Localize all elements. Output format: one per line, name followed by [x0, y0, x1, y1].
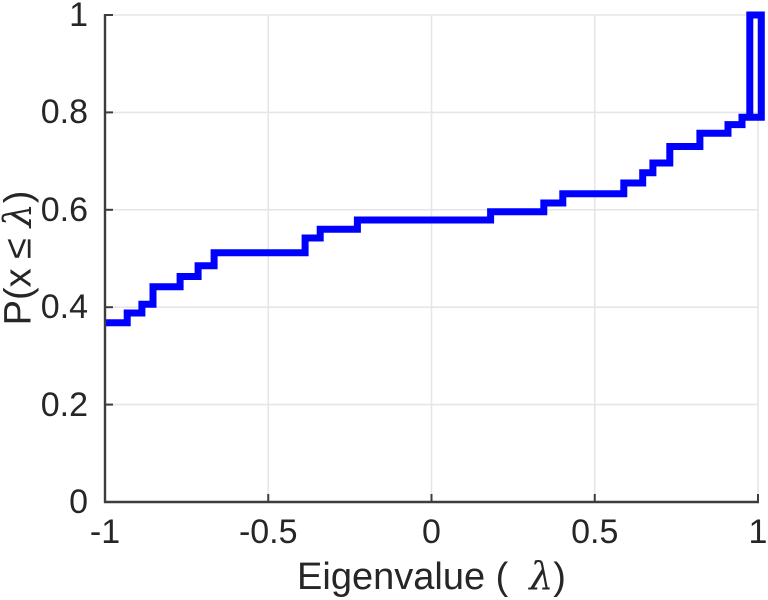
x-tick-label: 0 — [422, 513, 441, 551]
x-tick-label: 0.5 — [571, 513, 619, 551]
y-axis-label-close: ) — [0, 190, 40, 204]
x-axis-label-close: ) — [553, 556, 566, 598]
x-tick-label: 1 — [748, 513, 768, 551]
y-tick-label: 0 — [69, 483, 88, 521]
x-tick-label: -1 — [89, 513, 121, 551]
y-tick-label: 0.6 — [40, 190, 88, 229]
cdf-step-curve — [105, 11, 765, 327]
y-tick-label: 0.2 — [40, 385, 88, 424]
y-tick-label: 0.8 — [40, 93, 88, 132]
lambda-symbol: λ — [0, 203, 40, 227]
y-axis-label-text: P(x — [0, 268, 40, 326]
leq-symbol: ≤ — [0, 238, 40, 259]
x-axis-label-text: Eigenvalue ( — [297, 556, 509, 598]
y-tick-label: 1 — [69, 0, 88, 34]
y-axis-label: P(x ≤ λ) — [0, 15, 40, 502]
x-axis-label: Eigenvalue ( λ) — [105, 556, 758, 597]
lambda-symbol: λ — [529, 554, 554, 598]
x-tick-label: -0.5 — [238, 513, 298, 551]
y-tick-label: 0.4 — [40, 288, 88, 327]
